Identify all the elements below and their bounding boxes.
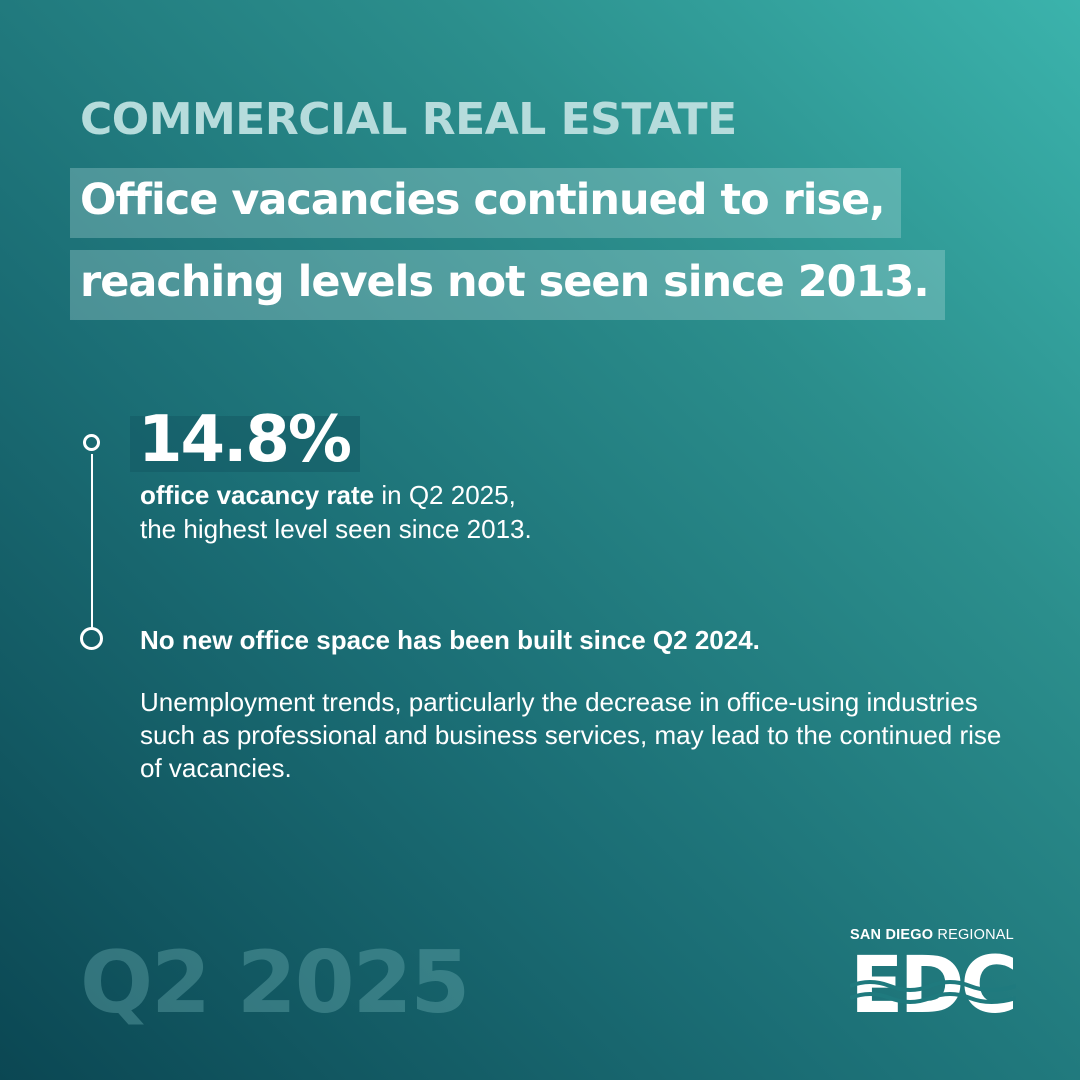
timeline-connector <box>91 454 93 628</box>
logo-subtitle-bold: SAN DIEGO <box>850 927 934 943</box>
stat-description-bold: office vacancy rate <box>140 480 375 510</box>
stat-highlight: 14.8% <box>130 408 361 472</box>
headline-line-2: reaching levels not seen since 2013. <box>70 250 945 320</box>
headline-line-1: Office vacancies continued to rise, <box>70 168 901 238</box>
edc-logo: SAN DIEGO REGIONAL EDC <box>850 926 1016 1018</box>
headline: Office vacancies continued to rise, reac… <box>70 168 945 332</box>
edc-wordmark-icon: EDC <box>850 948 1016 1018</box>
stat-description-line2: the highest level seen since 2013. <box>140 514 532 544</box>
stat-value: 14.8% <box>138 403 352 477</box>
logo-subtitle: SAN DIEGO REGIONAL <box>850 926 1016 944</box>
timeline-point-2: No new office space has been built since… <box>140 625 760 655</box>
logo-subtitle-light: REGIONAL <box>933 927 1014 943</box>
period-watermark: Q2 2025 <box>80 933 470 1033</box>
stat-description: office vacancy rate in Q2 2025, the high… <box>140 478 532 546</box>
stat-description-rest: in Q2 2025, <box>374 480 516 510</box>
section-label: COMMERCIAL REAL ESTATE <box>80 94 737 145</box>
timeline-dot-1 <box>83 434 100 451</box>
body-paragraph: Unemployment trends, particularly the de… <box>140 687 1002 783</box>
timeline-dot-2 <box>80 627 103 650</box>
